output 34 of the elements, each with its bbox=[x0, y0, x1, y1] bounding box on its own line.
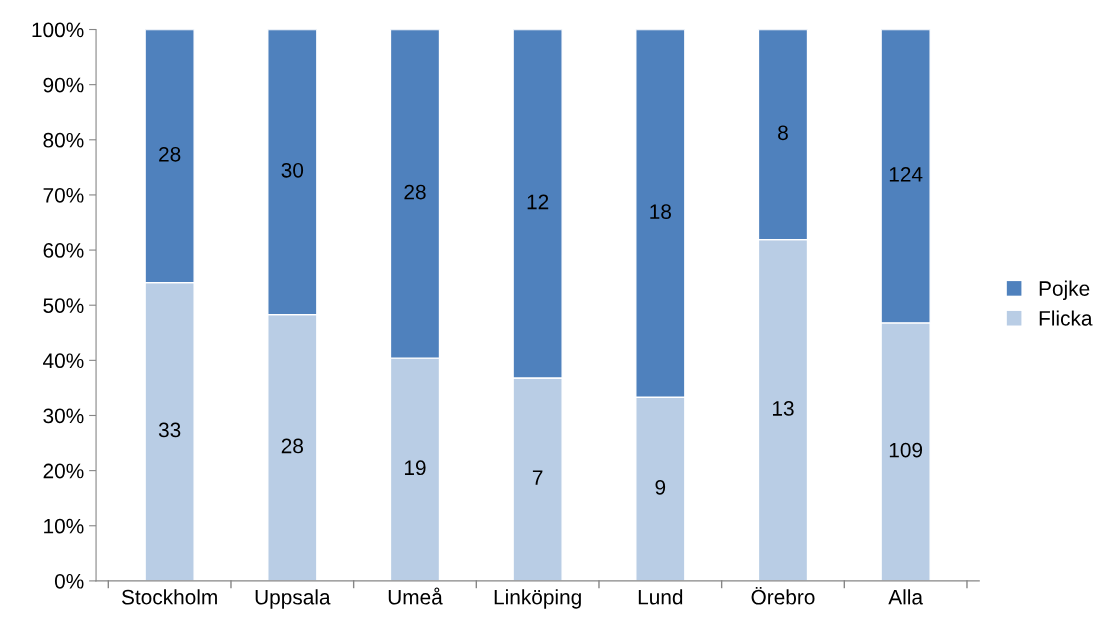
annotation: 109 bbox=[889, 442, 923, 458]
y-tick-label: 30% bbox=[43, 408, 84, 424]
y-tick-label: 50% bbox=[43, 298, 84, 313]
annotation: 28 bbox=[404, 184, 426, 200]
x-tick-label: Örebro bbox=[751, 586, 815, 605]
annotation: 18 bbox=[650, 204, 671, 219]
y-tick-label: 70% bbox=[43, 187, 84, 203]
annotation: 8 bbox=[778, 125, 788, 141]
annotation: 28 bbox=[159, 146, 181, 162]
y-tick-label: 0% bbox=[54, 573, 84, 589]
annotation: 19 bbox=[404, 460, 426, 476]
y-tick-label: 10% bbox=[44, 518, 84, 534]
y-tick-label: 20% bbox=[43, 463, 84, 479]
y-tick-label: 100% bbox=[32, 22, 84, 38]
annotation: 7 bbox=[532, 470, 543, 485]
x-tick-label: Lund bbox=[638, 589, 683, 605]
y-tick-label: 60% bbox=[43, 243, 84, 258]
legend-label: Flicka bbox=[1039, 310, 1093, 326]
x-tick-label: Linköping bbox=[494, 589, 581, 609]
annotation: 30 bbox=[281, 162, 304, 178]
y-tick-label: 40% bbox=[43, 353, 84, 369]
annotation: 33 bbox=[158, 422, 181, 438]
y-tick-label: 90% bbox=[43, 77, 84, 93]
annotation: 12 bbox=[527, 194, 549, 210]
annotation: 13 bbox=[772, 401, 794, 416]
y-tick-label: 80% bbox=[43, 132, 84, 148]
annotation: 28 bbox=[281, 438, 303, 454]
legend-label: Pojke bbox=[1039, 280, 1090, 300]
annotation: 9 bbox=[655, 479, 666, 495]
annotation: 124 bbox=[889, 167, 923, 182]
x-tick-label: Umeå bbox=[388, 587, 443, 605]
x-tick-label: Alla bbox=[888, 589, 924, 605]
x-tick-label: Stockholm bbox=[121, 589, 217, 605]
x-tick-label: Uppsala bbox=[255, 589, 331, 609]
